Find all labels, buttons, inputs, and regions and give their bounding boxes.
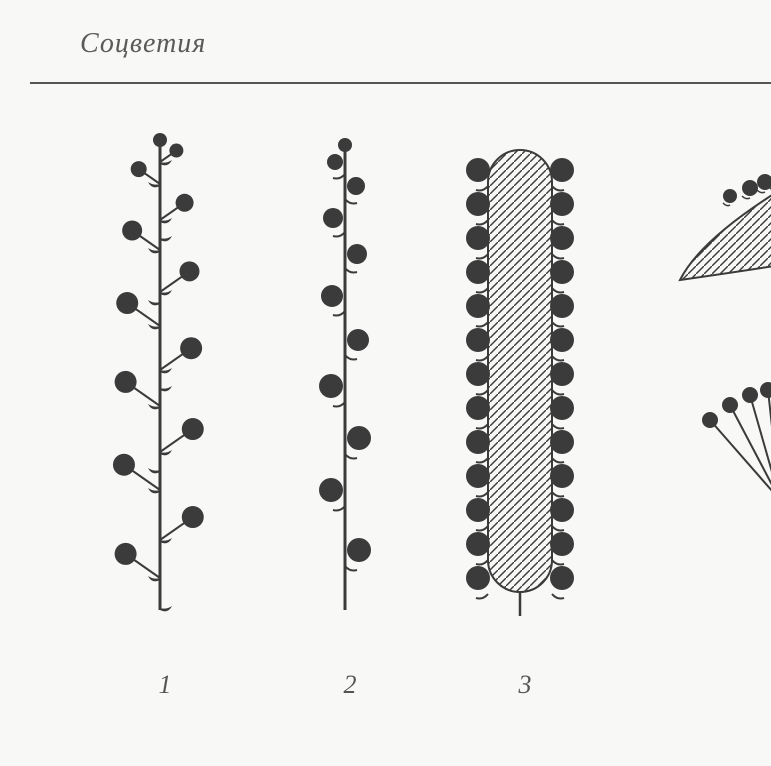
page: Соцветия 1 2 3 <box>0 0 771 766</box>
figure-2-spike <box>300 130 410 650</box>
figure-4-partial <box>640 130 771 650</box>
figure-1-label: 1 <box>150 670 180 700</box>
figures-container: 1 2 3 <box>0 110 771 710</box>
figure-3-spadix <box>450 130 590 650</box>
figure-2-label: 2 <box>335 670 365 700</box>
figure-1-raceme <box>70 130 270 650</box>
figure-3-label: 3 <box>510 670 540 700</box>
horizontal-rule <box>30 82 771 84</box>
page-title: Соцветия <box>80 28 206 60</box>
